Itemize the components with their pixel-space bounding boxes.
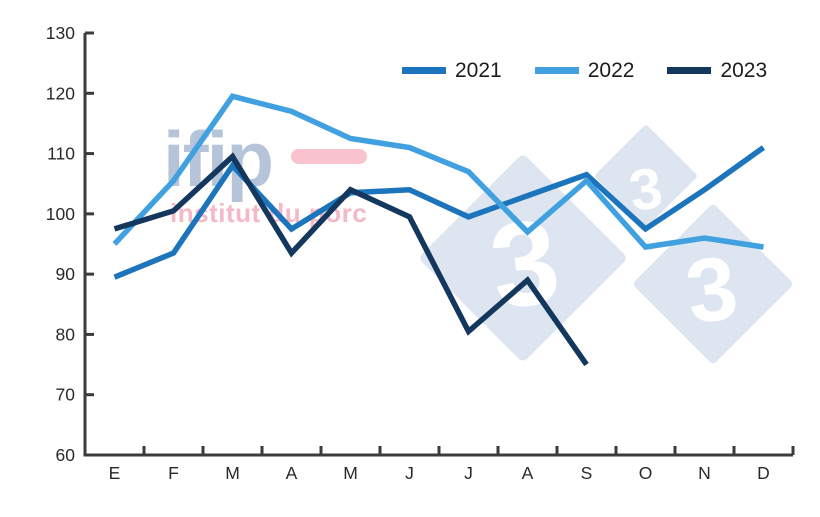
ifip-dash (291, 149, 367, 164)
x-axis-label: J (464, 463, 473, 483)
x-axis-label: N (698, 463, 711, 483)
y-axis-label: 110 (47, 144, 75, 164)
y-axis-label: 90 (56, 264, 76, 284)
x-axis-label: M (225, 463, 240, 483)
y-axis-label: 60 (56, 445, 76, 465)
x-axis-label: F (168, 463, 179, 483)
legend-swatch-2021 (402, 67, 446, 74)
x-axis-label: D (757, 463, 770, 483)
x-axis-label: S (581, 463, 593, 483)
y-axis-label: 130 (46, 23, 75, 43)
chart-canvas: 333 ifip institut du porc 60708090100110… (0, 0, 820, 517)
x-axis-label: M (343, 463, 358, 483)
x-axis-label: O (639, 463, 653, 483)
legend-label-2022: 2022 (588, 60, 635, 81)
x-axis-label: A (522, 463, 534, 483)
legend-item-2022: 2022 (535, 60, 635, 81)
x-axis-label: J (405, 463, 414, 483)
legend-item-2023: 2023 (667, 60, 767, 81)
legend-label-2021: 2021 (455, 60, 502, 81)
legend-item-2021: 2021 (402, 60, 502, 81)
y-axis-label: 70 (56, 385, 76, 405)
y-axis-label: 100 (46, 204, 75, 224)
legend-swatch-2022 (535, 67, 579, 74)
x-axis-label: E (109, 463, 121, 483)
legend-label-2023: 2023 (720, 60, 767, 81)
x-axis-label: A (286, 463, 298, 483)
y-axis-label: 80 (56, 324, 76, 344)
legend-swatch-2023 (667, 67, 711, 74)
y-axis-label: 120 (46, 83, 75, 103)
chart-legend: 2021 2022 2023 (402, 60, 767, 81)
